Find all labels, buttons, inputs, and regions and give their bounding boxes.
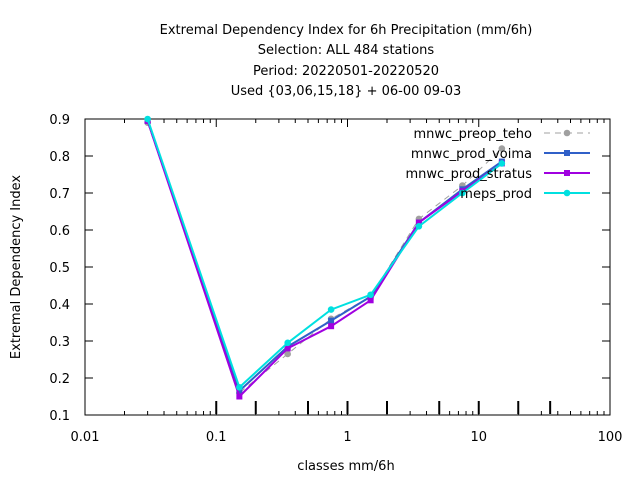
series-line-mnwc_prod_stratus	[146, 120, 503, 399]
data-point-meps_prod	[327, 306, 335, 313]
legend-entry-mnwc_prod_voima: mnwc_prod_voima	[411, 147, 590, 162]
y-tick-label: 0.9	[49, 113, 70, 128]
x-tick-label: 10	[470, 430, 487, 445]
y-tick-label: 0.2	[49, 372, 70, 387]
x-tick-label: 0.1	[206, 430, 227, 445]
data-point-mnwc_prod_voima	[328, 317, 335, 324]
series-line-mnwc_prod_voima	[146, 120, 503, 393]
data-point-meps_prod	[367, 291, 374, 299]
legend-swatch-marker	[564, 170, 570, 176]
chart-title: Extremal Dependency Index for 6h Precipi…	[160, 23, 533, 99]
y-axis-label: Extremal Dependency Index	[9, 175, 24, 359]
data-point-mnwc_prod_voima	[236, 387, 243, 394]
legend-label: meps_prod	[460, 187, 532, 202]
data-point-meps_prod	[236, 383, 243, 391]
data-point-mnwc_prod_stratus	[367, 297, 374, 304]
class-threshold-marks	[215, 401, 552, 414]
y-tick-label: 0.7	[49, 187, 70, 202]
data-point-meps_prod	[144, 115, 151, 123]
legend-entry-mnwc_prod_stratus: mnwc_prod_stratus	[406, 167, 590, 182]
data-point-meps_prod	[498, 160, 506, 167]
legend-entry-mnwc_preop_teho: mnwc_preop_teho	[414, 127, 590, 142]
legend-label: mnwc_prod_stratus	[406, 167, 533, 182]
data-point-meps_prod	[459, 189, 466, 197]
data-point-mnwc_prod_stratus	[236, 393, 243, 400]
x-tick-label: 1	[343, 430, 351, 445]
title-line-3: Period: 20220501-20220520	[253, 64, 439, 79]
axis-ticks: 0.10.20.30.40.50.60.70.80.90.01 0.1 1 10 100	[49, 113, 622, 445]
x-tick-label: 100	[598, 430, 623, 445]
series-line-mnwc_preop_teho	[147, 122, 503, 394]
data-point-meps_prod	[284, 339, 291, 347]
y-tick-label: 0.5	[49, 261, 70, 276]
data-point-mnwc_prod_stratus	[328, 323, 335, 330]
y-tick-label: 0.3	[49, 335, 70, 350]
legend-swatch-marker	[563, 189, 571, 197]
y-tick-label: 0.8	[49, 150, 70, 165]
legend-swatch-marker	[563, 129, 571, 137]
legend-label: mnwc_preop_teho	[414, 127, 533, 142]
x-axis-label: classes mm/6h	[297, 459, 394, 474]
y-tick-label: 0.4	[49, 298, 70, 313]
title-line-1: Extremal Dependency Index for 6h Precipi…	[160, 23, 533, 38]
y-tick-label: 0.1	[49, 409, 70, 424]
data-point-mnwc_prod_stratus	[415, 219, 422, 226]
legend: mnwc_preop_teho mnwc_prod_voima mnwc_prod_…	[406, 127, 590, 202]
title-line-2: Selection: ALL 484 stations	[258, 43, 435, 58]
x-tick-label: 0.01	[71, 430, 100, 445]
data-point-mnwc_preop_teho	[498, 145, 506, 152]
legend-swatch-marker	[564, 150, 570, 156]
legend-label: mnwc_prod_voima	[411, 147, 532, 162]
series-line-meps_prod	[146, 118, 503, 390]
series-meps_prod	[144, 115, 506, 391]
title-line-4: Used {03,06,15,18} + 06-00 09-03	[231, 84, 462, 99]
series-layer	[144, 115, 506, 400]
data-point-mnwc_prod_stratus	[284, 345, 291, 352]
data-point-meps_prod	[415, 223, 423, 230]
data-point-mnwc_preop_teho	[284, 350, 291, 358]
y-tick-label: 0.6	[49, 224, 70, 239]
legend-entry-meps_prod: meps_prod	[460, 187, 590, 202]
